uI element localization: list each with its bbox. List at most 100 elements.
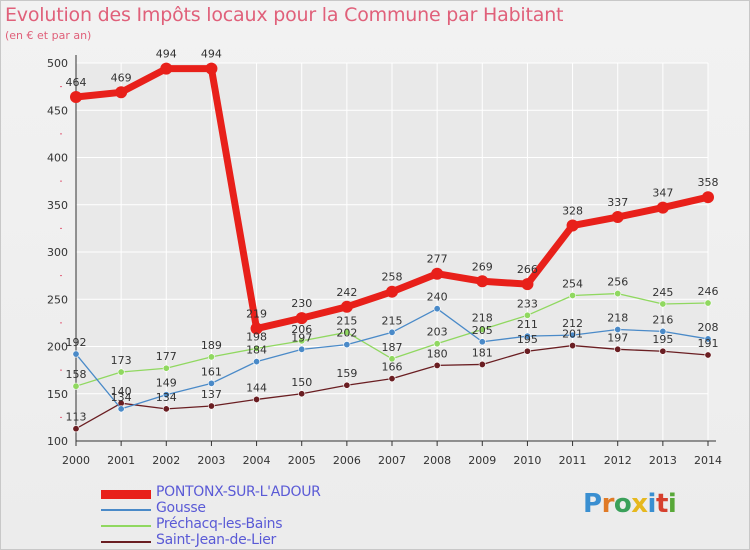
data-point <box>160 62 173 75</box>
data-point <box>298 390 306 398</box>
data-point <box>72 382 80 390</box>
data-label: 189 <box>201 339 222 352</box>
data-label: 328 <box>562 205 583 218</box>
x-tick-label: 2005 <box>288 454 316 467</box>
data-point <box>343 381 351 389</box>
data-label: 150 <box>291 376 312 389</box>
data-label: 464 <box>66 76 87 89</box>
data-point <box>115 86 128 99</box>
data-label: 230 <box>291 297 312 310</box>
data-point <box>70 91 82 104</box>
data-label: 113 <box>66 411 87 424</box>
x-tick-label: 2008 <box>423 454 451 467</box>
proxiti-logo: Proxiti <box>583 489 677 519</box>
data-label: 144 <box>246 381 267 394</box>
data-label: 494 <box>201 48 222 61</box>
data-point <box>386 285 398 298</box>
data-point <box>433 361 441 369</box>
data-point <box>569 331 577 339</box>
data-point <box>253 344 261 352</box>
x-tick-label: 2001 <box>107 454 135 467</box>
data-label: 158 <box>66 368 87 381</box>
legend-swatch <box>101 489 151 499</box>
data-point <box>523 311 531 319</box>
y-tick-label: 350 <box>47 199 68 212</box>
data-label: 469 <box>111 71 132 84</box>
data-point <box>704 299 712 307</box>
data-point <box>253 395 261 403</box>
data-point <box>478 325 486 333</box>
y-tick-label: 400 <box>47 152 68 165</box>
data-label: 195 <box>652 333 673 346</box>
x-tick-label: 2012 <box>604 454 632 467</box>
data-point <box>659 300 667 308</box>
data-point <box>250 322 263 335</box>
data-label: 161 <box>201 365 222 378</box>
data-point <box>162 364 170 372</box>
data-point <box>478 360 486 368</box>
data-point <box>476 275 489 288</box>
data-point <box>431 267 444 280</box>
data-point <box>614 325 622 333</box>
data-label: 181 <box>472 346 493 359</box>
data-point <box>72 350 80 358</box>
data-label: 187 <box>382 341 403 354</box>
data-label: 494 <box>156 48 177 61</box>
data-point <box>433 340 441 348</box>
x-tick-label: 2004 <box>243 454 271 467</box>
data-point <box>569 342 577 350</box>
x-tick-label: 2007 <box>378 454 406 467</box>
data-point <box>343 328 351 336</box>
data-point <box>205 62 218 75</box>
data-point <box>704 351 712 359</box>
data-point <box>207 379 215 387</box>
y-tick-label: 150 <box>47 388 68 401</box>
data-label: 266 <box>517 263 538 276</box>
data-label: 202 <box>336 327 357 340</box>
x-tick-label: 2010 <box>513 454 541 467</box>
legend-label: PONTONX-SUR-L'ADOUR <box>156 484 321 500</box>
y-tick-label: 300 <box>47 246 68 259</box>
data-label: 269 <box>472 260 493 273</box>
data-point <box>162 391 170 399</box>
data-label: 197 <box>607 331 628 344</box>
legend-label: Gousse <box>156 500 206 516</box>
data-label: 177 <box>156 350 177 363</box>
data-point <box>295 312 308 325</box>
data-point <box>614 290 622 298</box>
data-label: 159 <box>336 367 357 380</box>
data-point <box>611 211 624 224</box>
data-label: 149 <box>156 377 177 390</box>
legend-swatch <box>101 509 151 511</box>
data-point <box>433 305 441 313</box>
x-tick-label: 2011 <box>559 454 587 467</box>
data-point <box>614 345 622 353</box>
data-label: 347 <box>652 187 673 200</box>
data-label: 242 <box>336 286 357 299</box>
data-label: 173 <box>111 354 132 367</box>
data-label: 197 <box>291 331 312 344</box>
chart-subtitle: (en € et par an) <box>5 29 92 42</box>
data-label: 256 <box>607 276 628 289</box>
x-tick-label: 2009 <box>468 454 496 467</box>
y-tick-label: 250 <box>47 293 68 306</box>
data-point <box>207 402 215 410</box>
data-label: 208 <box>698 321 719 334</box>
data-point <box>523 332 531 340</box>
data-label: 216 <box>652 313 673 326</box>
data-point <box>72 425 80 433</box>
legend-label: Préchacq-les-Bains <box>156 516 283 532</box>
data-label: 337 <box>607 196 628 209</box>
data-point <box>659 327 667 335</box>
data-label: 206 <box>291 323 312 336</box>
legend-label: Saint-Jean-de-Lier <box>156 532 277 548</box>
data-point <box>478 338 486 346</box>
y-tick-label: 450 <box>47 104 68 117</box>
data-label: 215 <box>336 314 357 327</box>
data-point <box>298 337 306 345</box>
data-label: 246 <box>698 285 719 298</box>
data-label: 254 <box>562 277 583 290</box>
data-label: 195 <box>517 333 538 346</box>
data-point <box>340 300 353 313</box>
